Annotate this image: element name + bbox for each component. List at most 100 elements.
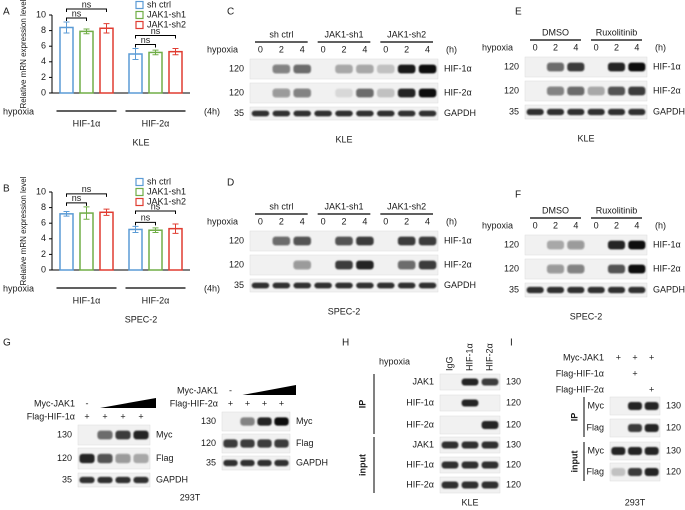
band — [546, 264, 565, 274]
band — [240, 417, 255, 426]
membrane — [221, 411, 291, 432]
caption: 293T — [180, 492, 201, 502]
condition-mark: + — [245, 398, 250, 408]
band — [397, 236, 416, 246]
x-axis-unit: (4h) — [204, 106, 220, 116]
mw-label: 120 — [506, 459, 521, 469]
mw-label: 130 — [201, 416, 216, 426]
legend-label: sh ctrl — [147, 0, 171, 9]
band — [546, 62, 565, 72]
caption: KLE — [132, 137, 149, 147]
protein-label: HIF-1α — [444, 235, 472, 245]
protein-label: HIF-2α — [444, 259, 472, 269]
group-label: Ruxolitinib — [596, 27, 638, 37]
band — [628, 240, 646, 250]
band — [356, 64, 374, 74]
band — [418, 260, 437, 270]
band — [97, 476, 113, 484]
condition-mark: + — [228, 398, 233, 408]
significance-label: ns — [141, 35, 151, 45]
legend-swatch — [135, 0, 144, 10]
significance-label: ns — [82, 0, 92, 9]
error-bar — [63, 21, 70, 34]
x-tick-label: HIF-2α — [142, 295, 170, 305]
treatment-label: hypoxia — [207, 216, 238, 226]
legend-swatch — [135, 187, 144, 197]
band — [567, 86, 585, 96]
y-tick-label: 0 — [41, 264, 46, 274]
band — [257, 459, 272, 467]
membrane — [77, 472, 151, 488]
band — [223, 439, 238, 448]
protein-label: Flag — [586, 422, 604, 432]
mw-label: 120 — [201, 438, 216, 448]
y-axis-label: Relative mRN expression level — [19, 0, 28, 108]
band — [251, 282, 270, 289]
caption: SPEC-2 — [125, 314, 158, 324]
legend-label: JAK1-sh1 — [147, 186, 186, 196]
x-axis-label: hypoxia — [3, 283, 34, 293]
band — [628, 447, 642, 455]
panel-label: F — [515, 190, 521, 201]
lane-label: 0 — [533, 42, 538, 52]
bar — [148, 51, 163, 94]
lane-label: 0 — [383, 216, 388, 226]
band — [115, 476, 131, 484]
mw-label: 35 — [509, 284, 519, 294]
x-axis-label: hypoxia — [3, 106, 34, 116]
lane-label: IgG — [444, 356, 454, 371]
mw-label: 35 — [62, 474, 72, 484]
panel-label: I — [510, 338, 513, 349]
unit-label: (h) — [655, 42, 666, 52]
protein-label: GAPDH — [444, 108, 476, 118]
band — [397, 260, 416, 270]
lane-label: 2 — [614, 220, 619, 230]
mw-label: 130 — [506, 439, 521, 449]
lane-label: 2 — [553, 42, 558, 52]
legend-swatch — [135, 20, 144, 30]
unit-label: (h) — [446, 216, 457, 226]
band — [257, 417, 272, 426]
band — [97, 453, 113, 464]
band — [397, 88, 416, 98]
protein-label: GAPDH — [296, 457, 328, 467]
error-bar — [172, 48, 179, 56]
condition-mark: + — [632, 352, 637, 362]
panel-label: C — [227, 7, 234, 18]
protein-label: GAPDH — [653, 106, 685, 116]
x-tick-label: HIF-2α — [142, 118, 170, 128]
lane-label: HIF-1α — [464, 343, 474, 371]
legend-swatch — [135, 10, 144, 20]
legend-label: sh ctrl — [147, 176, 171, 186]
band — [356, 282, 374, 289]
y-tick-label: 4 — [41, 56, 46, 66]
band — [115, 430, 131, 440]
group-label: DMSO — [542, 27, 569, 37]
error-bar — [152, 49, 159, 56]
error-bar — [63, 211, 70, 217]
panel-label: A — [3, 7, 10, 18]
band — [79, 453, 95, 464]
band — [628, 286, 646, 294]
panel-label: E — [515, 7, 522, 18]
band — [377, 282, 395, 289]
band — [481, 378, 499, 386]
band — [628, 86, 646, 96]
membrane — [221, 433, 291, 454]
band — [607, 86, 626, 96]
protein-label: HIF-2α — [406, 479, 434, 489]
significance-label: ns — [72, 8, 82, 18]
panel-label: B — [3, 184, 10, 195]
legend-swatch — [135, 177, 144, 187]
band — [274, 439, 289, 448]
band — [240, 459, 255, 467]
band — [611, 468, 626, 476]
condition-label: Flag-HIF-2α — [556, 384, 604, 394]
error-bar — [83, 206, 90, 220]
mw-label: 35 — [509, 106, 519, 116]
band — [377, 110, 395, 117]
condition-mark: - — [229, 385, 232, 395]
band — [481, 421, 499, 429]
panel-label: H — [342, 338, 349, 349]
band — [335, 88, 353, 98]
